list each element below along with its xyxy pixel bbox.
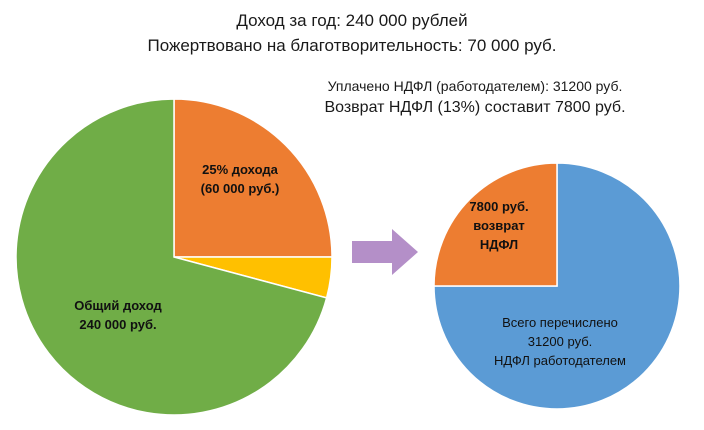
pie2-slice-2 (433, 162, 558, 287)
pie-tax: Всего перечислено 31200 руб. НДФЛ работода… (433, 162, 681, 410)
pie1-slice-3-label: Общий доход 240 000 руб. (74, 298, 162, 332)
note-tax-paid: Уплачено НДФЛ (работодателем): 31200 руб… (327, 78, 623, 94)
pie1-slice-1-label: 25% дохода (60 000 руб.) (201, 162, 280, 196)
pie-income: 25% дохода (60 000 руб.) Общий доход 240 00… (15, 98, 333, 416)
title-income: Доход за год: 240 000 рублей (236, 11, 468, 30)
title-donation: Пожертвовано на благотворительность: 70 … (147, 36, 557, 55)
pie2-slice-1-label: Всего перечислено 31200 руб. НДФЛ работода… (494, 315, 626, 368)
note-tax-refund: Возврат НДФЛ (13%) составит 7800 руб. (324, 99, 626, 116)
pie1-slice-1 (173, 98, 333, 258)
pie1-slice-3 (15, 98, 328, 416)
pie2-slice-2-label: 7800 руб. возврат НДФЛ (469, 199, 528, 252)
arrow-right-icon (352, 229, 418, 275)
